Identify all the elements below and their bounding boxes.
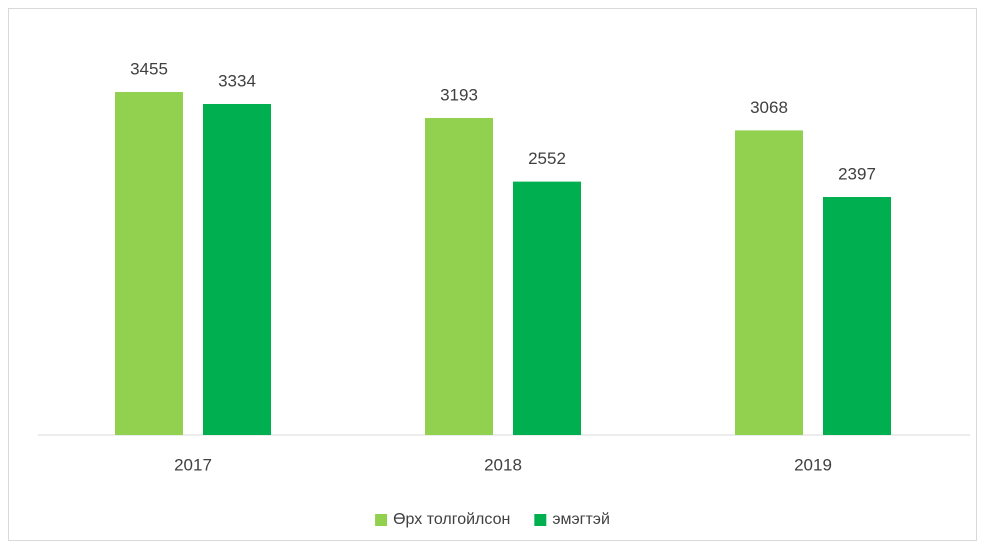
bar <box>115 91 183 435</box>
data-label: 3455 <box>130 59 168 78</box>
x-tick-label: 2017 <box>174 455 212 474</box>
legend-swatch <box>534 514 547 526</box>
bar <box>425 117 493 435</box>
bar <box>203 103 271 435</box>
legend-label: Өрх толгойлсон <box>393 511 510 528</box>
bar <box>735 130 803 436</box>
data-label: 3193 <box>440 85 478 104</box>
data-label: 2397 <box>838 164 876 183</box>
data-label: 2552 <box>528 149 566 168</box>
legend-label: эмэгтэй <box>552 511 610 528</box>
legend-swatch <box>375 514 388 526</box>
data-label: 3068 <box>750 98 788 117</box>
bar <box>823 197 891 435</box>
x-tick-label: 2018 <box>484 455 522 474</box>
bar <box>513 181 581 435</box>
data-label: 3334 <box>218 71 256 90</box>
x-tick-label: 2019 <box>794 455 832 474</box>
